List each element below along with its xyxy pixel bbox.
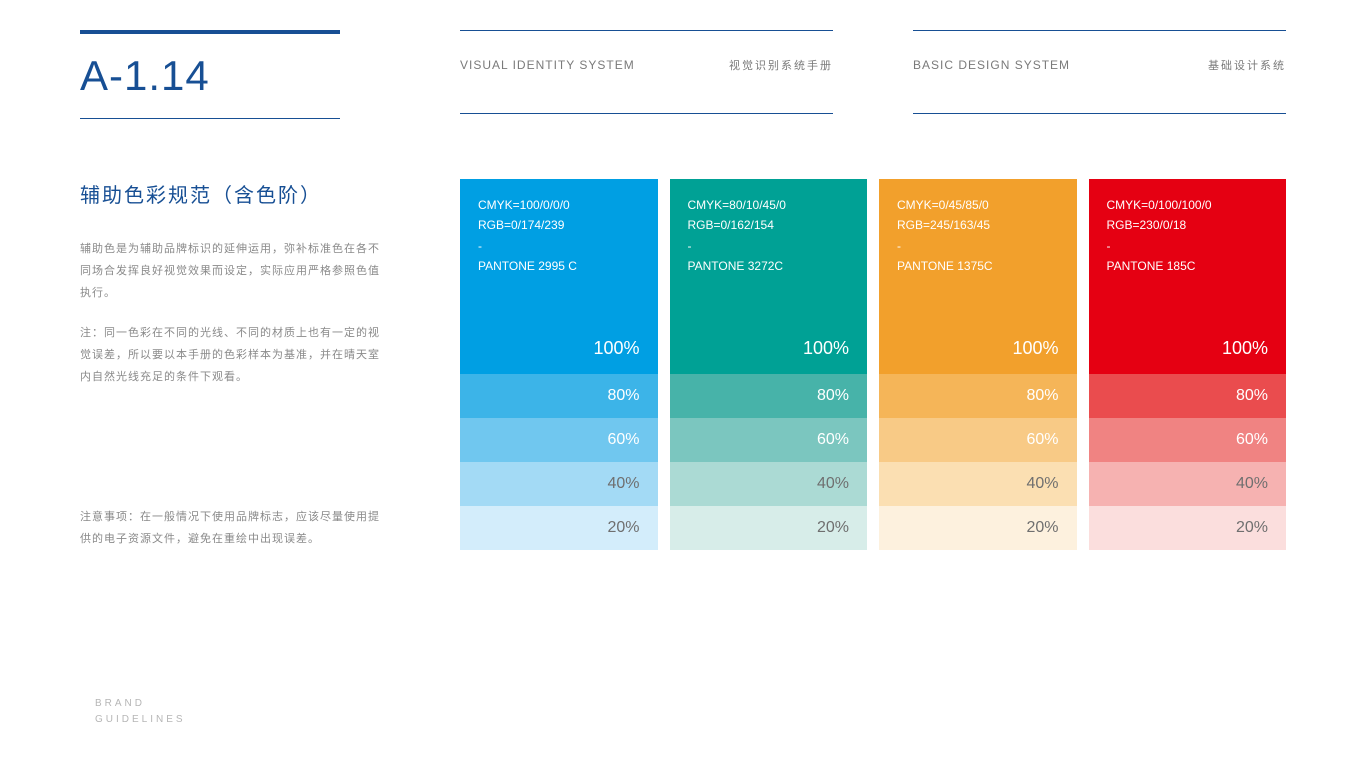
- header-rule-thin-mid-top: [460, 30, 833, 31]
- header: A-1.14 VISUAL IDENTITY SYSTEM 视觉识别系统手册 B…: [80, 30, 1286, 119]
- swatch-tint: 80%: [1089, 374, 1287, 418]
- swatch-pantone: PANTONE 1375C: [897, 256, 1059, 276]
- swatch-dash: -: [688, 236, 850, 256]
- body: 辅助色彩规范（含色阶） 辅助色是为辅助品牌标识的延伸运用，弥补标准色在各不同场合…: [80, 179, 1286, 550]
- swatch-cmyk: CMYK=80/10/45/0: [688, 195, 850, 215]
- sidebar-p1: 辅助色是为辅助品牌标识的延伸运用，弥补标准色在各不同场合发挥良好视觉效果而设定，…: [80, 238, 380, 304]
- header-right-cn: 基础设计系统: [1208, 57, 1286, 73]
- swatch-tint: 40%: [879, 462, 1077, 506]
- swatch-pantone: PANTONE 2995 C: [478, 256, 640, 276]
- header-rule-thin-right-top: [913, 30, 1286, 31]
- swatch-dash: -: [1107, 236, 1269, 256]
- swatch-tint: 80%: [670, 374, 868, 418]
- swatch-tint: 80%: [879, 374, 1077, 418]
- header-mid-col: VISUAL IDENTITY SYSTEM 视觉识别系统手册: [460, 30, 833, 114]
- swatch-tint: 60%: [460, 418, 658, 462]
- page-number: A-1.14: [80, 52, 380, 100]
- swatch-tint: 20%: [670, 506, 868, 550]
- header-right-en: BASIC DESIGN SYSTEM: [913, 58, 1070, 72]
- sidebar: 辅助色彩规范（含色阶） 辅助色是为辅助品牌标识的延伸运用，弥补标准色在各不同场合…: [80, 179, 380, 550]
- swatch-cmyk: CMYK=100/0/0/0: [478, 195, 640, 215]
- header-rule-thick: [80, 30, 340, 34]
- swatch-100-label: 100%: [1012, 333, 1058, 364]
- sidebar-note: 注意事项：在一般情况下使用品牌标志，应该尽量使用提供的电子资源文件，避免在重绘中…: [80, 506, 380, 550]
- swatch-pantone: PANTONE 185C: [1107, 256, 1269, 276]
- swatch-tint: 20%: [460, 506, 658, 550]
- header-right-col: BASIC DESIGN SYSTEM 基础设计系统: [913, 30, 1286, 114]
- swatch-100-label: 100%: [803, 333, 849, 364]
- swatch-tint: 80%: [460, 374, 658, 418]
- swatch-cmyk: CMYK=0/100/100/0: [1107, 195, 1269, 215]
- header-left-col: A-1.14: [80, 30, 380, 119]
- swatch-tint: 40%: [670, 462, 868, 506]
- header-rule-thin-left: [80, 118, 340, 119]
- sidebar-title: 辅助色彩规范（含色阶）: [80, 179, 380, 208]
- swatch-dash: -: [478, 236, 640, 256]
- footer-line1: BRAND: [95, 696, 186, 712]
- swatch-tint: 40%: [460, 462, 658, 506]
- footer-brand: BRAND GUIDELINES: [95, 696, 186, 728]
- swatch-area: CMYK=100/0/0/0RGB=0/174/239-PANTONE 2995…: [460, 179, 1286, 550]
- swatch-rgb: RGB=0/174/239: [478, 215, 640, 235]
- swatch-main: CMYK=100/0/0/0RGB=0/174/239-PANTONE 2995…: [460, 179, 658, 374]
- swatch-col: CMYK=80/10/45/0RGB=0/162/154-PANTONE 327…: [670, 179, 868, 550]
- swatch-tint: 20%: [1089, 506, 1287, 550]
- header-mid-en: VISUAL IDENTITY SYSTEM: [460, 58, 635, 72]
- page: A-1.14 VISUAL IDENTITY SYSTEM 视觉识别系统手册 B…: [0, 0, 1366, 768]
- swatch-rgb: RGB=230/0/18: [1107, 215, 1269, 235]
- swatch-tint: 60%: [1089, 418, 1287, 462]
- header-rule-thin-mid-bottom: [460, 113, 833, 114]
- sidebar-p2: 注：同一色彩在不同的光线、不同的材质上也有一定的视觉误差，所以要以本手册的色彩样…: [80, 322, 380, 388]
- swatch-col: CMYK=100/0/0/0RGB=0/174/239-PANTONE 2995…: [460, 179, 658, 550]
- swatch-100-label: 100%: [1222, 333, 1268, 364]
- swatch-100-label: 100%: [593, 333, 639, 364]
- swatch-rgb: RGB=245/163/45: [897, 215, 1059, 235]
- footer-line2: GUIDELINES: [95, 712, 186, 728]
- swatch-main: CMYK=80/10/45/0RGB=0/162/154-PANTONE 327…: [670, 179, 868, 374]
- header-rule-thin-right-bottom: [913, 113, 1286, 114]
- swatch-tint: 60%: [670, 418, 868, 462]
- header-mid-row: VISUAL IDENTITY SYSTEM 视觉识别系统手册: [460, 49, 833, 95]
- swatch-tint: 60%: [879, 418, 1077, 462]
- swatch-cmyk: CMYK=0/45/85/0: [897, 195, 1059, 215]
- swatch-pantone: PANTONE 3272C: [688, 256, 850, 276]
- swatch-tint: 20%: [879, 506, 1077, 550]
- swatch-col: CMYK=0/45/85/0RGB=245/163/45-PANTONE 137…: [879, 179, 1077, 550]
- swatch-rgb: RGB=0/162/154: [688, 215, 850, 235]
- swatch-tint: 40%: [1089, 462, 1287, 506]
- swatch-main: CMYK=0/100/100/0RGB=230/0/18-PANTONE 185…: [1089, 179, 1287, 374]
- swatch-col: CMYK=0/100/100/0RGB=230/0/18-PANTONE 185…: [1089, 179, 1287, 550]
- swatch-dash: -: [897, 236, 1059, 256]
- header-mid-cn: 视觉识别系统手册: [729, 57, 833, 73]
- swatch-main: CMYK=0/45/85/0RGB=245/163/45-PANTONE 137…: [879, 179, 1077, 374]
- header-right-row: BASIC DESIGN SYSTEM 基础设计系统: [913, 49, 1286, 95]
